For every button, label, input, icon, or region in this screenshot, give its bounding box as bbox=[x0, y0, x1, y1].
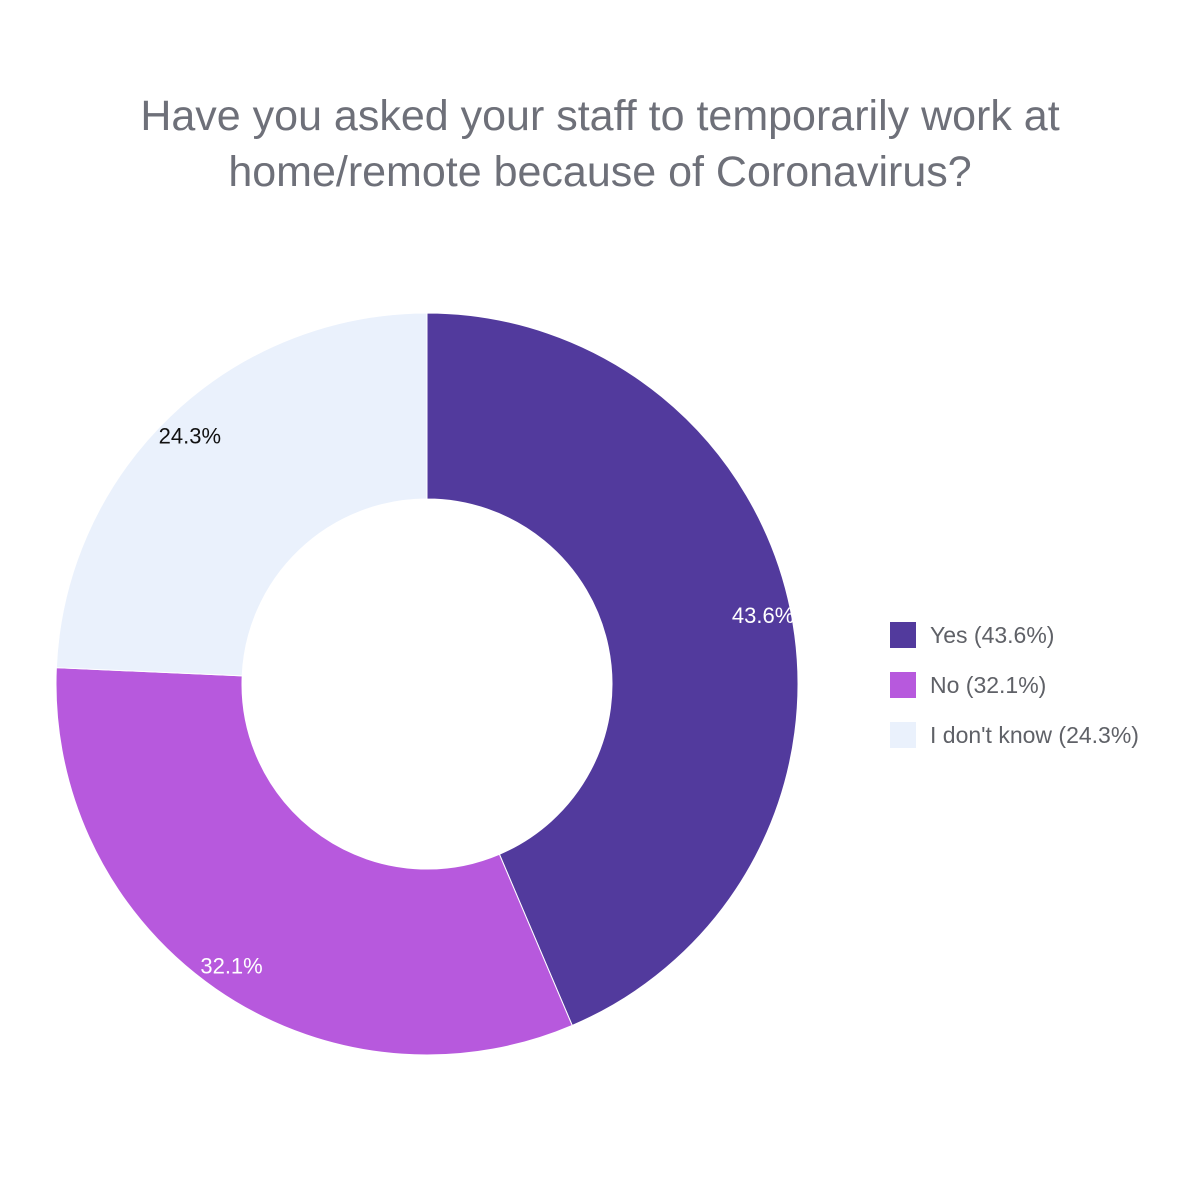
legend-item-1[interactable]: No (32.1%) bbox=[890, 660, 1139, 710]
slice-value-label-1: 32.1% bbox=[200, 953, 262, 978]
legend-swatch-2 bbox=[890, 722, 916, 748]
donut-slice-1 bbox=[55, 667, 573, 1056]
slice-value-label-0: 43.6% bbox=[732, 603, 794, 628]
legend-label-1: No (32.1%) bbox=[930, 671, 1047, 698]
legend-swatch-0 bbox=[890, 622, 916, 648]
legend-label-2: I don't know (24.3%) bbox=[930, 721, 1139, 748]
chart-title-line-1: Have you asked your staff to temporarily… bbox=[140, 92, 1060, 140]
legend-swatch-1 bbox=[890, 672, 916, 698]
legend-item-0[interactable]: Yes (43.6%) bbox=[890, 610, 1139, 660]
donut-slice-2 bbox=[55, 312, 428, 677]
donut-slice-0 bbox=[426, 312, 799, 1027]
legend-item-2[interactable]: I don't know (24.3%) bbox=[890, 710, 1139, 760]
chart-title-line-2: home/remote because of Coronavirus? bbox=[228, 148, 972, 196]
legend-label-0: Yes (43.6%) bbox=[930, 621, 1055, 648]
chart-title: Have you asked your staff to temporarily… bbox=[100, 88, 1100, 200]
chart-legend: Yes (43.6%) No (32.1%) I don't know (24.3%… bbox=[890, 610, 1139, 760]
slice-value-label-2: 24.3% bbox=[159, 424, 221, 449]
